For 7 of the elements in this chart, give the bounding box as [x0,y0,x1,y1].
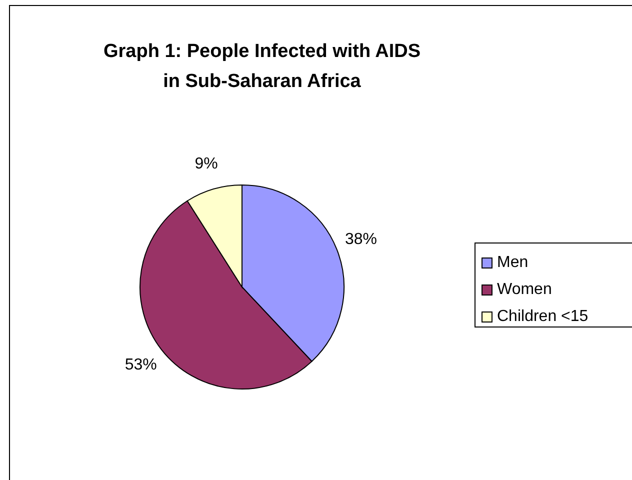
data-label: 38% [344,231,378,248]
data-label: 53% [124,356,157,374]
chart-title: Graph 1: People Infected with AIDS in Sub-Saharan Africa [103,41,421,92]
legend-label: Children <15 [497,308,588,326]
legend-label: Men [497,254,528,272]
data-label: 9% [194,155,218,172]
legend-label: Women [497,281,552,298]
